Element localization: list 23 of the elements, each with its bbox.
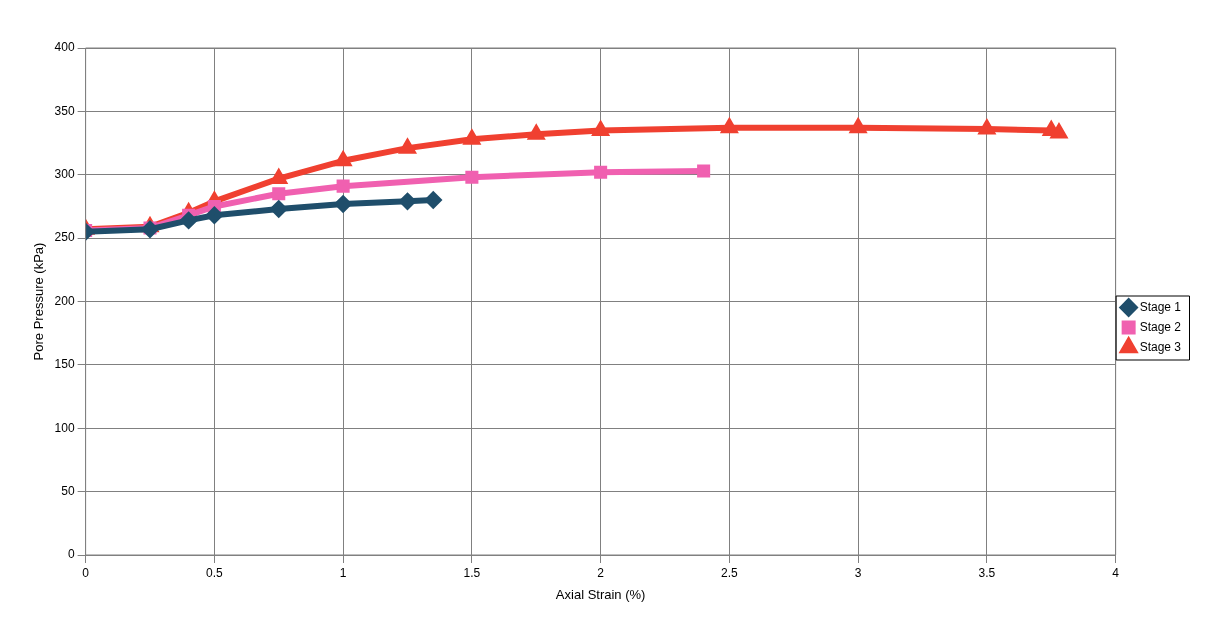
x-tick-label: 3.5 bbox=[978, 565, 996, 580]
x-tick-label: 2 bbox=[597, 565, 605, 580]
x-tick-label: 1 bbox=[339, 565, 347, 580]
legend-label: Stage 2 bbox=[1139, 319, 1182, 334]
x-axis-title: Axial Strain (%) bbox=[555, 586, 646, 602]
y-axis-title: Pore Pressure (kPa) bbox=[31, 242, 47, 361]
y-tick-label: 300 bbox=[54, 167, 75, 182]
y-tick-label: 250 bbox=[54, 230, 75, 245]
x-tick-label: 0.5 bbox=[206, 565, 224, 580]
x-tick-label: 1.5 bbox=[463, 565, 481, 580]
x-tick-label: 4 bbox=[1112, 565, 1120, 580]
y-tick-label: 0 bbox=[67, 547, 75, 562]
y-tick-label: 350 bbox=[54, 103, 75, 118]
y-tick-label: 400 bbox=[54, 40, 75, 55]
legend-label: Stage 3 bbox=[1139, 339, 1182, 354]
x-tick-label: 0 bbox=[82, 565, 90, 580]
y-tick-label: 50 bbox=[61, 483, 75, 498]
y-tick-label: 200 bbox=[54, 293, 75, 308]
y-tick-label: 150 bbox=[54, 357, 75, 372]
x-tick-label: 2.5 bbox=[721, 565, 739, 580]
x-tick-label: 3 bbox=[854, 565, 862, 580]
y-tick-label: 100 bbox=[54, 420, 75, 435]
legend-label: Stage 1 bbox=[1139, 299, 1182, 314]
